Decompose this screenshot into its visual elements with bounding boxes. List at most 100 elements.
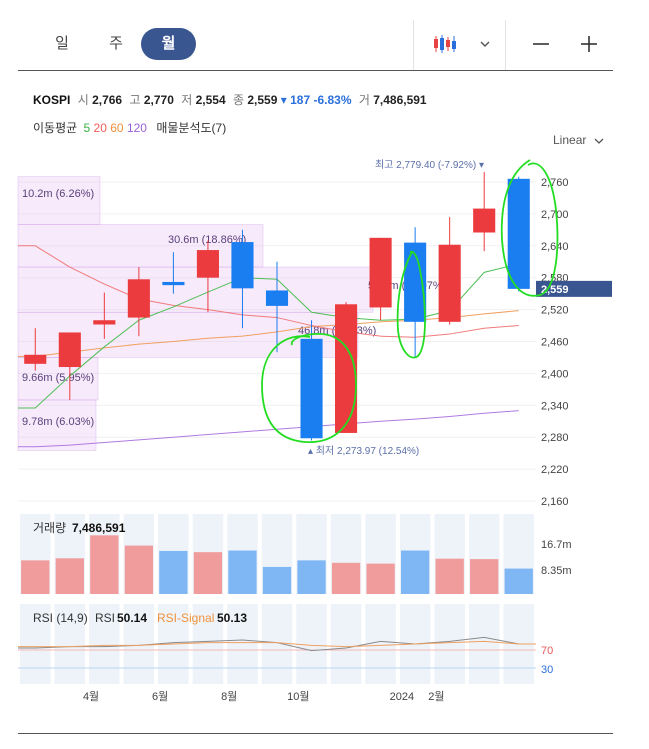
ma-20-label: 20 — [93, 121, 107, 135]
volume-grid-column — [158, 514, 189, 594]
rsi-signal-label: RSI-Signal — [157, 611, 214, 625]
volume-bar — [435, 558, 464, 594]
y-tick-label: 2,220 — [541, 464, 569, 476]
annotation-circle — [500, 159, 559, 297]
volume-profile-label[interactable]: 매물분석도(7) — [156, 121, 227, 135]
volume-bar — [262, 566, 292, 594]
divider — [413, 20, 414, 70]
tab-month[interactable]: 월 — [141, 28, 196, 60]
ma-5-label: 5 — [83, 121, 91, 135]
chevron-down-icon — [594, 138, 604, 144]
rsi-grid-column — [399, 604, 431, 684]
high-label: 고 — [129, 93, 141, 107]
y-tick-label: 2,460 — [541, 337, 569, 349]
rsi-signal-line — [18, 640, 536, 648]
ma-5-line — [18, 263, 519, 409]
divider — [505, 20, 506, 70]
max-label: 최고 2,779.40 (-7.92%) ▾ — [375, 159, 484, 171]
volume-bar — [193, 552, 223, 594]
annotation-circle — [261, 333, 357, 443]
volume-title: 거래량 — [33, 521, 66, 535]
ma-120-label: 120 — [126, 121, 147, 135]
rsi-grid-column — [330, 604, 362, 684]
rsi-grid-column — [20, 604, 51, 684]
rsi-label: RSI — [95, 611, 115, 625]
volume-value: 7,486,591 — [72, 521, 126, 535]
change-value: ▾ 187 -6.83% — [280, 93, 352, 107]
candle-body — [507, 178, 530, 289]
ma-60-line — [18, 310, 519, 357]
candle-body — [438, 244, 461, 322]
rsi-title: RSI (14,9) — [33, 611, 88, 625]
open-value: 2,766 — [92, 93, 123, 107]
volume-grid-column — [227, 514, 258, 594]
volume-tick-label: 8.35m — [541, 565, 572, 577]
volume-bar — [159, 550, 188, 594]
volume-bar — [331, 562, 361, 594]
candle-body — [300, 338, 323, 439]
ma-label[interactable]: 이동평균 — [33, 121, 78, 135]
volume-profile-label: 9.78m (6.03%) — [22, 416, 94, 428]
x-tick-label: 4월 — [83, 690, 99, 703]
rsi-value: 50.14 — [117, 611, 147, 625]
volume-profile-label: 9.66m (5.95%) — [22, 372, 94, 384]
open-label: 시 — [77, 93, 89, 107]
tab-day[interactable]: 일 — [55, 35, 69, 52]
x-tick-label: 2024 — [390, 691, 414, 703]
candle-body — [404, 242, 427, 322]
candle-body — [196, 250, 219, 278]
y-tick-label: 2,700 — [541, 209, 569, 221]
rsi-level-70: 70 — [541, 645, 553, 657]
rsi-signal-value: 50.13 — [217, 611, 247, 625]
rsi-grid-column — [158, 604, 189, 684]
candle-body — [24, 354, 47, 364]
candlestick-icon[interactable] — [428, 30, 464, 58]
volume-label: 거 — [358, 93, 370, 107]
candle-body — [265, 290, 289, 306]
toolbar: 일 주 월 — [18, 20, 613, 71]
candle-body — [231, 242, 254, 289]
volume-grid-column — [434, 514, 465, 594]
annotation-circle — [396, 250, 426, 359]
minus-icon[interactable] — [528, 30, 554, 58]
volume-bar — [400, 550, 430, 594]
volume-bar — [366, 563, 395, 594]
volume-grid-column — [89, 514, 120, 594]
volume-profile-bar — [17, 176, 101, 225]
low-value: 2,554 — [195, 93, 226, 107]
volume-profile-bar — [17, 311, 359, 358]
rsi-grid-column — [227, 604, 258, 684]
rsi-grid-column — [89, 604, 120, 684]
scale-selector[interactable]: Linear — [553, 133, 604, 147]
tab-week[interactable]: 주 — [109, 35, 123, 52]
volume-value: 7,486,591 — [373, 93, 427, 107]
rsi-grid-column — [54, 604, 86, 684]
ma-60-label: 60 — [110, 121, 124, 135]
volume-profile-bar — [17, 399, 97, 451]
quote-summary: KOSPI 시 2,766 고 2,770 저 2,554 종 2,559 ▾ … — [33, 91, 427, 108]
candle-body — [162, 281, 185, 286]
volume-tick-label: 16.7m — [541, 539, 572, 551]
volume-bar — [21, 560, 50, 594]
chevron-down-icon[interactable] — [476, 30, 494, 58]
current-price-tag — [536, 280, 612, 297]
rsi-grid-column — [123, 604, 155, 684]
candle-body — [335, 304, 358, 433]
y-tick-label: 2,400 — [541, 368, 569, 380]
rsi-grid-column — [192, 604, 224, 684]
volume-grid-column — [261, 514, 293, 594]
y-tick-label: 2,640 — [541, 241, 569, 253]
rsi-grid-column — [365, 604, 396, 684]
ma-120-line — [18, 410, 519, 448]
volume-bar — [228, 550, 257, 594]
volume-grid-column — [468, 514, 500, 594]
candle-body — [127, 279, 150, 318]
y-tick-label: 2,520 — [541, 305, 569, 317]
plus-icon[interactable] — [576, 30, 602, 58]
x-tick-label: 6월 — [152, 690, 168, 703]
volume-bar — [470, 559, 499, 594]
volume-profile-bar — [17, 357, 99, 401]
rsi-grid-column — [434, 604, 465, 684]
high-value: 2,770 — [143, 93, 174, 107]
